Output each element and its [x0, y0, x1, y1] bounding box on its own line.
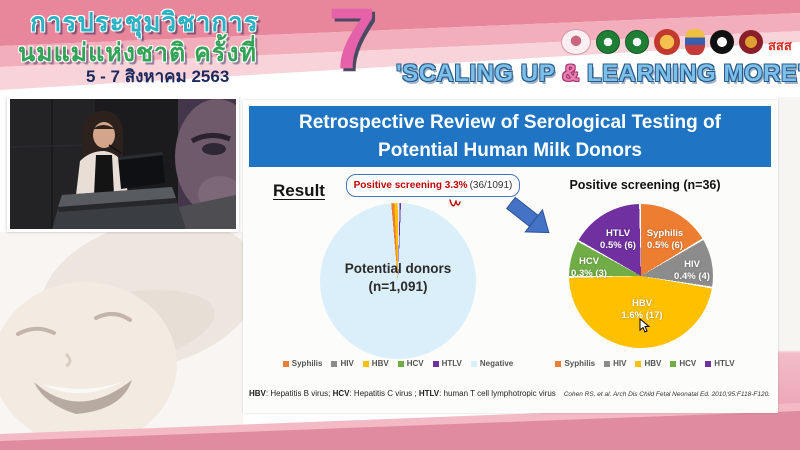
slogan-part1: 'SCALING UP	[396, 60, 562, 87]
syphilis-swatch-icon	[555, 360, 562, 367]
slide-title-banner: Retrospective Review of Serological Test…	[249, 106, 771, 167]
legend-item-negative: Negative	[470, 359, 514, 368]
footnote-text: : Hepatitis C virus ;	[349, 389, 419, 398]
hbv-swatch-icon	[635, 360, 642, 367]
thai-health-sss-logo-icon: สสส	[768, 37, 792, 53]
conference-slogan: 'SCALING UP & LEARNING MORE'	[396, 60, 800, 88]
slice-label-syphilis: Syphilis 0.5% (6)	[634, 228, 696, 252]
legend-label: Syphilis	[564, 359, 596, 368]
presenter-scene-illustration	[9, 99, 259, 229]
legend-label: HTLV	[441, 359, 462, 368]
conference-title-line1: การประชุมวิชาการ	[30, 7, 259, 37]
potential-donors-label-line2: (n=1,091)	[368, 279, 428, 295]
footnote-text: : Hepatitis B virus;	[265, 389, 333, 398]
slice-name: HTLV	[605, 228, 631, 239]
legend-item-htlv: HTLV	[432, 359, 462, 368]
footnote-term: HCV	[332, 389, 350, 398]
positive-screening-callout: Positive screening 3.3% (36/1091)	[346, 174, 520, 197]
sponsor-logos-row: สสส	[561, 28, 792, 56]
callout-detail-text: (36/1091)	[469, 180, 513, 191]
legend-label: HCV	[679, 359, 697, 368]
legend-item-hiv: HIV	[331, 359, 354, 368]
legend-item-hcv: HCV	[397, 359, 424, 368]
positive-screening-pie-title: Positive screening (n=36)	[569, 178, 721, 192]
legend-label: HIV	[613, 359, 627, 368]
syphilis-swatch-icon	[282, 360, 289, 367]
right-pie-legend: Syphilis HIV HBV HCV HTLV	[555, 359, 735, 368]
edition-number: 7	[328, 0, 376, 87]
legend-item-hbv: HBV	[362, 359, 389, 368]
breastfeeding-foundation-logo-icon	[561, 29, 591, 55]
hiv-swatch-icon	[331, 360, 338, 367]
potential-donors-pie-chart	[320, 203, 476, 359]
slice-label-hiv: HIV 0.4% (4)	[661, 259, 723, 283]
footnote-text: : human T cell lymphotropic virus	[439, 389, 556, 398]
mouse-cursor-icon	[639, 317, 651, 338]
department-of-health-logo-icon	[625, 30, 649, 54]
result-heading: Result	[273, 181, 325, 200]
slice-label-hcv: HCV 0.3% (3)	[558, 256, 620, 280]
slice-name: HCV	[578, 256, 600, 267]
legend-item-syphilis: Syphilis	[282, 359, 323, 368]
footnote-term: HTLV	[418, 389, 440, 398]
presenter-video-feed[interactable]	[7, 96, 259, 232]
htlv-swatch-icon	[705, 360, 712, 367]
baby-photo-illustration	[0, 219, 261, 446]
callout-pointer-icon	[449, 196, 461, 214]
callout-highlight-text: Positive screening 3.3%	[353, 180, 468, 191]
slide-title-line2: Potential Human Milk Donors	[378, 139, 642, 161]
royal-temple-emblem-logo-icon	[654, 29, 680, 55]
footnote-term: HBV	[249, 389, 266, 398]
htlv-swatch-icon	[432, 360, 439, 367]
conference-title-line2: นมแม่แห่งชาติ ครั้งที่	[18, 39, 257, 67]
hcv-swatch-icon	[397, 360, 404, 367]
legend-label: HIV	[340, 359, 354, 368]
slogan-part2: LEARNING MORE'	[579, 60, 800, 87]
slice-label-htlv: HTLV 0.5% (6)	[587, 228, 649, 252]
legend-item-htlv: HTLV	[705, 359, 735, 368]
slogan-ampersand: &	[561, 60, 580, 87]
arrow-down-right-icon	[505, 190, 560, 245]
legend-item-hiv: HIV	[604, 359, 626, 368]
slice-value: 0.5% (6)	[600, 239, 636, 251]
slice-name: Syphilis	[646, 228, 684, 239]
royal-college-logo-icon	[739, 30, 763, 54]
legend-label: HCV	[406, 359, 424, 368]
legend-label: Negative	[479, 359, 514, 368]
negative-swatch-icon	[470, 360, 477, 367]
slice-value: 0.3% (3)	[571, 267, 607, 279]
slice-name: HIV	[684, 259, 700, 270]
medical-society-logo-icon	[710, 30, 734, 54]
royal-crest-logo-icon	[685, 29, 705, 55]
conference-header-banner: การประชุมวิชาการ นมแม่แห่งชาติ ครั้งที่ …	[0, 0, 800, 97]
slice-label-hbv: HBV 1.6% (17)	[611, 298, 673, 322]
hbv-swatch-icon	[362, 360, 369, 367]
abbreviation-footnote: HBV: Hepatitis B virus; HCV: Hepatitis C…	[249, 389, 556, 398]
ministry-public-health-logo-icon	[596, 30, 620, 54]
legend-item-syphilis: Syphilis	[555, 359, 595, 368]
left-pie-legend: Syphilis HIV HBV HCV HTLV Negative	[282, 359, 514, 368]
legend-item-hbv: HBV	[635, 359, 661, 368]
legend-label: HTLV	[714, 359, 735, 368]
slice-name: HBV	[631, 298, 653, 309]
legend-label: Syphilis	[291, 359, 323, 368]
legend-label: HBV	[644, 359, 662, 368]
slice-value: 1.6% (17)	[621, 309, 663, 321]
reference-citation: Cohen RS, et al. Arch Dis Child Fetal Ne…	[563, 391, 770, 398]
slide-title-line1: Retrospective Review of Serological Test…	[299, 111, 721, 133]
slice-value: 0.5% (6)	[647, 239, 683, 251]
background-baby-photo	[0, 219, 261, 450]
legend-item-hcv: HCV	[670, 359, 696, 368]
slice-value: 0.4% (4)	[674, 270, 710, 282]
hiv-swatch-icon	[604, 360, 611, 367]
potential-donors-label-line1: Potential donors	[344, 261, 452, 276]
legend-label: HBV	[371, 359, 389, 368]
presentation-slide: Retrospective Review of Serological Test…	[243, 100, 778, 413]
potential-donors-label: Potential donors (n=1,091)	[320, 260, 476, 296]
background-right-strip	[778, 97, 800, 450]
hcv-swatch-icon	[670, 360, 677, 367]
conference-date: 5 - 7 สิงหาคม 2563	[86, 67, 230, 86]
